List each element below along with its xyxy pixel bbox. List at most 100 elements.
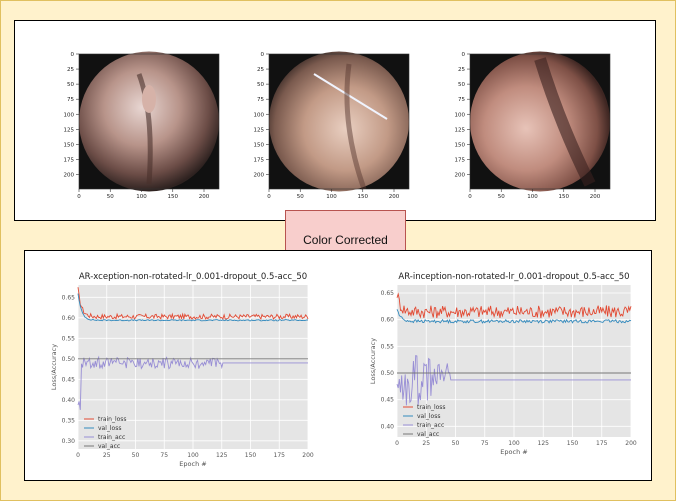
y-tick-label: 0.50 [62,356,76,363]
y-tick-label: 25 [257,67,264,73]
y-tick-label: 50 [257,82,264,88]
x-tick-label: 200 [199,194,210,200]
y-tick-label: 200 [455,173,466,179]
x-tick-label: 125 [216,452,228,459]
image-border [268,53,410,190]
series-val_loss [396,309,632,324]
x-tick-label: 100 [527,194,538,200]
series-train_acc [77,355,308,410]
x-tick-label: 175 [596,440,608,447]
tissue-fold [344,63,367,190]
legend-label-val_loss: val_loss [98,425,121,432]
image-border [78,53,220,190]
y-tick-label: 0.45 [381,397,395,404]
legend-label-val_loss: val_loss [417,413,440,420]
y-tick-label: 0.65 [381,290,395,297]
series-train_loss [396,292,632,319]
y-tick-label: 150 [64,142,75,148]
series-train_acc [396,354,631,406]
chart-title: AR-inception-non-rotated-lr_0.001-dropou… [398,272,629,282]
y-tick-label: 150 [455,142,466,148]
y-tick-label: 0 [261,52,265,58]
y-tick-label: 0.55 [381,343,395,350]
y-tick-label: 0.40 [62,397,76,404]
x-tick-label: 0 [77,194,81,200]
x-tick-label: 150 [559,194,570,200]
series-train_loss [77,287,309,320]
x-tick-label: 150 [358,194,369,200]
y-tick-label: 0.60 [381,317,395,324]
x-tick-label: 100 [508,440,520,447]
legend-label-train_loss: train_loss [98,416,127,423]
x-tick-label: 50 [498,194,505,200]
chart-title: AR-xception-non-rotated-lr_0.001-dropout… [79,272,307,282]
x-tick-label: 200 [625,440,637,447]
x-tick-label: 175 [274,452,286,459]
y-tick-label: 0.35 [62,417,76,424]
chart-2: 0.40 0.45 0.50 0.55 0.60 0.65 0 25 50 75 100 125 150… [369,272,637,456]
x-tick-label: 75 [160,452,168,459]
y-tick-label: 125 [455,127,466,133]
legend-label-train_loss: train_loss [417,404,446,411]
x-tick-label: 125 [538,440,550,447]
legend: train_loss val_loss train_acc val_acc [403,404,446,438]
chart-panel-box: 0.30 0.35 0.40 0.45 0.50 0.55 0.60 0.65 0 25 50 75 1… [24,250,652,481]
series-val_loss [77,293,309,322]
y-tick-label: 25 [67,67,74,73]
training-charts: 0.30 0.35 0.40 0.45 0.50 0.55 0.60 0.65 0 25 50 75 1… [50,272,637,468]
y-tick-label: 0.55 [62,335,76,342]
y-tick-label: 100 [455,112,466,118]
tissue-fold [136,73,153,185]
y-tick-label: 200 [64,173,75,179]
y-tick-label: 100 [254,112,265,118]
y-tick-label: 25 [458,67,465,73]
y-axis-label: Loss/Accuracy [369,338,377,384]
image-panel-2: 0 25 50 75 100 125 150 175 200 0 50 100 150 200 [254,51,410,200]
x-tick-label: 25 [422,440,430,447]
legend-label-train_acc: train_acc [417,422,444,429]
y-tick-label: 175 [455,157,466,163]
y-tick-label: 75 [458,97,465,103]
x-tick-label: 75 [481,440,489,447]
endoscopy-image-2 [269,51,409,192]
x-tick-label: 150 [567,440,579,447]
x-tick-label: 200 [590,194,601,200]
x-tick-label: 100 [136,194,147,200]
y-tick-label: 175 [254,157,265,163]
x-tick-label: 100 [187,452,199,459]
y-tick-label: 175 [64,157,75,163]
x-tick-label: 200 [389,194,400,200]
image-panel-box: 0 25 50 75 100 125 150 175 200 0 50 100 150 200 0 25 50 7… [14,20,656,221]
y-tick-label: 150 [254,142,265,148]
y-tick-label: 0.50 [381,370,395,377]
legend-label-val_acc: val_acc [417,431,439,438]
y-tick-label: 0.45 [62,376,76,383]
y-tick-label: 0.60 [62,315,76,322]
y-tick-label: 0 [462,52,466,58]
x-axis-label: Epoch # [179,460,206,468]
x-tick-label: 100 [326,194,337,200]
x-tick-label: 50 [452,440,460,447]
x-axis-label: Epoch # [500,448,527,456]
y-tick-label: 125 [64,127,75,133]
legend-label-train_acc: train_acc [98,434,125,441]
y-tick-label: 0.30 [62,438,76,445]
image-panel-3: 0 25 50 75 100 125 150 175 200 0 50 100 150 200 [455,51,611,200]
tissue-fold [534,57,596,187]
x-tick-label: 50 [107,194,114,200]
x-tick-label: 50 [297,194,304,200]
x-tick-label: 0 [267,194,271,200]
chart-1: 0.30 0.35 0.40 0.45 0.50 0.55 0.60 0.65 0 25 50 75 1… [50,272,314,468]
x-tick-label: 200 [302,452,314,459]
x-tick-label: 150 [245,452,257,459]
y-tick-label: 200 [254,173,265,179]
x-tick-label: 0 [395,440,399,447]
tissue-lobe [142,85,156,113]
y-tick-label: 50 [67,82,74,88]
y-tick-label: 100 [64,112,75,118]
y-tick-label: 125 [254,127,265,133]
instrument-glare [313,73,388,120]
x-tick-label: 50 [132,452,140,459]
y-tick-label: 75 [257,97,264,103]
legend-label-val_acc: val_acc [98,443,120,450]
